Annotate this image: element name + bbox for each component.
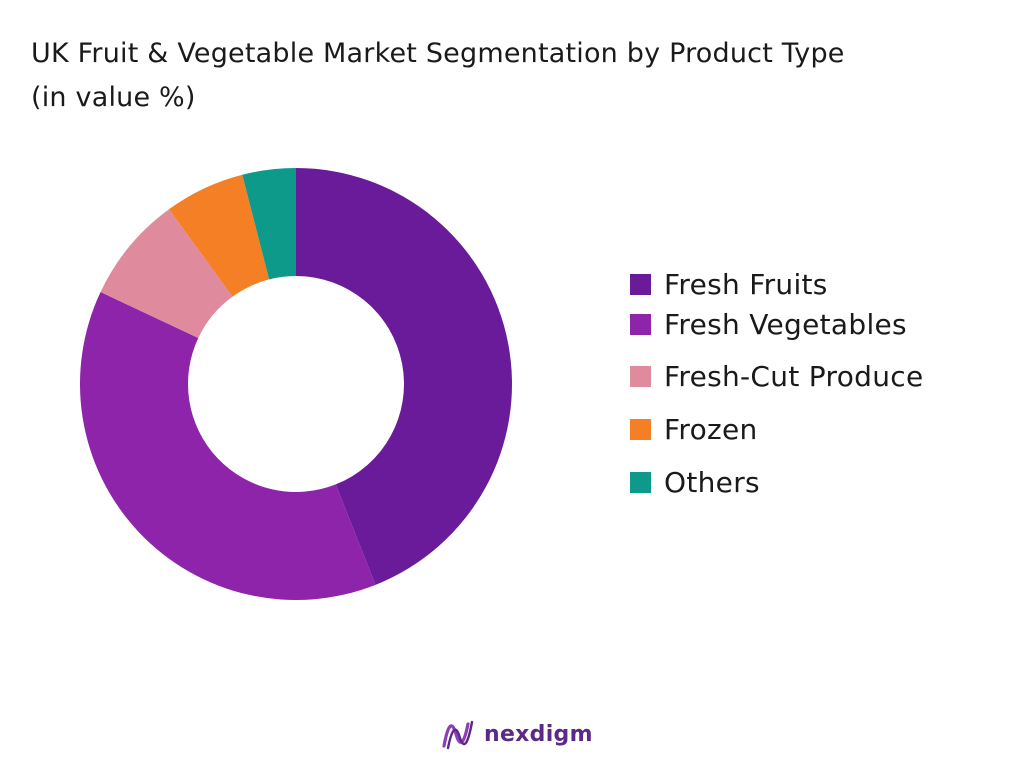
chart-title-block: UK Fruit & Vegetable Market Segmentation… — [31, 32, 991, 120]
legend-swatch-others — [630, 471, 651, 493]
legend-swatch-fresh-cut-produce — [630, 365, 651, 387]
legend-item-fresh-fruits: Fresh Fruits — [630, 264, 828, 304]
legend-label-fresh-fruits: Fresh Fruits — [664, 267, 828, 301]
legend-swatch-fresh-fruits — [630, 273, 651, 295]
legend-label-fresh-vegetables: Fresh Vegetables — [664, 307, 907, 341]
chart-title: UK Fruit & Vegetable Market Segmentation… — [31, 38, 845, 69]
legend-item-frozen: Frozen — [630, 409, 758, 449]
legend-label-frozen: Frozen — [664, 412, 758, 446]
brand-logo: nexdigm — [438, 712, 593, 756]
donut-slice-fresh-vegetables — [80, 292, 376, 601]
nexdigm-wave-icon — [442, 720, 474, 750]
donut-slice-fresh-cut-produce — [100, 209, 233, 339]
legend-label-others: Others — [664, 465, 760, 499]
legend-label-fresh-cut-produce: Fresh-Cut Produce — [664, 359, 924, 393]
brand-name: nexdigm — [484, 721, 593, 747]
legend-item-fresh-cut-produce: Fresh-Cut Produce — [630, 356, 923, 396]
donut-slice-frozen — [169, 174, 270, 297]
chart-subtitle: (in value %) — [31, 82, 196, 113]
legend-swatch-frozen — [630, 418, 651, 440]
donut-slice-others — [242, 168, 296, 280]
legend-item-fresh-vegetables: Fresh Vegetables — [630, 304, 907, 344]
legend-item-others: Others — [630, 462, 760, 502]
donut-slice-fresh-fruits — [296, 168, 513, 585]
legend-swatch-fresh-vegetables — [630, 313, 651, 335]
